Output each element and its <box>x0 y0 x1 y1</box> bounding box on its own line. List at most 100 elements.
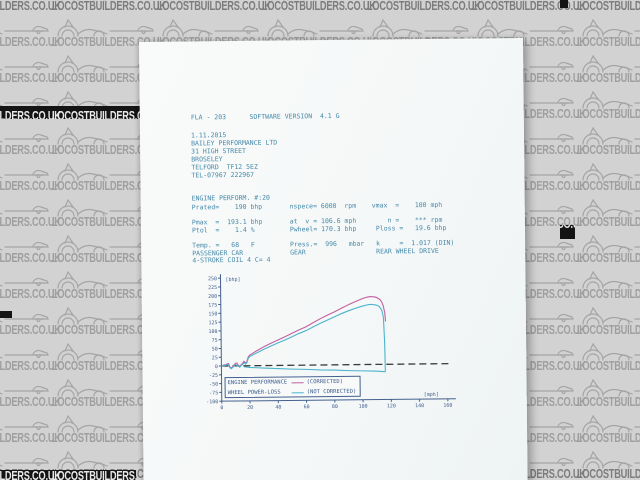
y-tick-label: 125 <box>208 320 217 326</box>
locost-kit-car-logo-icon <box>0 169 49 179</box>
watermark-text: LOCOSTBUILDERS.CO.UK <box>0 431 61 445</box>
locost-kit-car-logo-icon <box>582 271 640 289</box>
watermark-text: LOCOSTBUILDERS.CO.UK <box>577 35 640 49</box>
watermark-tile: LOCOSTBUILDERS.CO.UK <box>577 235 640 271</box>
locost-kit-car-logo-icon <box>582 235 640 253</box>
x-tick-label: 100 <box>359 404 368 410</box>
watermark-inverted-accent <box>560 0 568 8</box>
y-tick-label: -100 <box>206 399 218 405</box>
y-tick-label: 250 <box>208 276 217 282</box>
watermark-text: LOCOSTBUILDERS.CO.UK <box>52 287 166 301</box>
watermark-inverted-accent: LOCOSTBUILDERS.CO.UKLOCOSTBUILDERS.CO.UK… <box>0 470 136 480</box>
legend-qualifier: (CORRECTED) <box>306 378 344 386</box>
series-line-0 <box>221 296 387 369</box>
watermark-text: LOCOSTBUILDERS.CO.UK <box>0 359 61 373</box>
watermark-text: LOCOSTBUILDERS.CO.UK <box>52 0 166 13</box>
watermark-text: LOCOSTBUILDERS.CO.UK <box>52 215 166 229</box>
watermark-text: LOCOSTBUILDERS.CO.UK <box>52 71 166 85</box>
watermark-inverted-accent: LOCOSTBUILDERS.CO.UKLOCOSTBUILDERS.CO.UK… <box>560 225 575 239</box>
locost-kit-car-logo-icon <box>0 277 49 287</box>
legend-qualifier: (NOT CORRECTED) <box>306 388 357 396</box>
watermark-tile: LOCOSTBUILDERS.CO.UK <box>577 199 640 235</box>
watermark-tile: LOCOSTBUILDERS.CO.UK <box>52 271 166 307</box>
watermark-tile: LOCOSTBUILDERS.CO.UK <box>472 0 586 19</box>
y-tick-label: 0 <box>215 364 218 370</box>
watermark-text: LOCOSTBUILDERS.CO.UK <box>577 323 640 337</box>
locost-kit-car-logo-icon <box>0 97 49 107</box>
x-tick-label: 140 <box>415 403 424 409</box>
y-tick-label: -25 <box>209 373 218 379</box>
watermark-text: LOCOSTBUILDERS.CO.UK <box>52 143 166 157</box>
company-address-block: 1.11.2015 BAILEY PERFORMANCE LTD 31 HIGH S… <box>191 131 278 180</box>
watermark-text: LOCOSTBUILDERS.CO.UK <box>52 179 166 193</box>
locost-kit-car-logo-icon <box>0 205 49 215</box>
watermark-text: LOCOSTBUILDERS.CO.UK <box>577 179 640 193</box>
watermark-text: LOCOSTBUILDERS.CO.UK <box>157 0 271 13</box>
y-tick-label: 225 <box>208 285 217 291</box>
locost-kit-car-logo-icon <box>267 19 364 37</box>
watermark-text: LOCOSTBUILDERS.CO.UK <box>0 287 61 301</box>
y-axis <box>219 274 223 402</box>
locost-kit-car-logo-icon <box>0 421 49 431</box>
watermark-text: LOCOSTBUILDERS.CO.UK <box>577 251 640 265</box>
watermark-tile: LOCOSTBUILDERS.CO.UK <box>577 0 640 19</box>
watermark-text: LOCOSTBUILDERS.CO.UK <box>52 251 166 265</box>
locost-kit-car-logo-icon <box>582 127 640 145</box>
legend-series-label: ENGINE PERFORMANCE <box>227 379 288 387</box>
zero-dashed-line <box>221 362 452 367</box>
y-tick-label: 150 <box>208 311 217 317</box>
watermark-tile: LOCOSTBUILDERS.CO.UK <box>577 415 640 451</box>
watermark-tile: LOCOSTBUILDERS.CO.UK <box>262 0 376 19</box>
watermark-text: LOCOSTBUILDERS.CO.UK <box>0 179 61 193</box>
series-line-2 <box>243 366 386 373</box>
watermark-text: LOCOSTBUILDERS.CO.UK <box>0 0 61 13</box>
series-line-1 <box>221 303 386 372</box>
watermark-text: LOCOSTBUILDERS.CO.UK <box>262 0 376 13</box>
dyno-chart-plot: 2502252001751501251007550250-25-50-75-10… <box>206 274 456 411</box>
watermark-text: LOCOSTBUILDERS.CO.UK <box>0 71 61 85</box>
watermark-text: LOCOSTBUILDERS.CO.UK <box>577 215 640 229</box>
x-tick-label: 120 <box>387 403 396 409</box>
watermark-tile: LOCOSTBUILDERS.CO.UK <box>52 415 166 451</box>
locost-kit-car-logo-icon <box>57 19 154 37</box>
watermark-tile: LOCOSTBUILDERS.CO.UK <box>52 379 166 415</box>
watermark-text: LOCOSTBUILDERS.CO.UK <box>367 0 481 13</box>
watermark-text: LOCOSTBUILDERS.CO.UK <box>577 431 640 445</box>
watermark-tile: LOCOSTBUILDERS.CO.UK <box>0 55 61 91</box>
watermark-text: LOCOSTBUILDERS.CO.UK <box>52 109 141 119</box>
x-tick-label: 40 <box>275 405 281 411</box>
watermark-tile: LOCOSTBUILDERS.CO.UK <box>0 127 61 163</box>
watermark-tile: LOCOSTBUILDERS.CO.UK <box>0 0 61 19</box>
watermark-tile: LOCOSTBUILDERS.CO.UK <box>157 0 271 19</box>
watermark-tile: LOCOSTBUILDERS.CO.UK <box>0 235 61 271</box>
legend-row-wheel-power: WHEEL POWER-LOSS (NOT CORRECTED) <box>228 387 358 398</box>
watermark-tile: LOCOSTBUILDERS.CO.UK <box>0 415 61 451</box>
watermark-tile: LOCOSTBUILDERS.CO.UK <box>577 163 640 199</box>
watermark-tile: LOCOSTBUILDERS.CO.UK <box>52 0 166 19</box>
locost-kit-car-logo-icon <box>162 19 259 37</box>
watermark-tile: LOCOSTBUILDERS.CO.UK <box>577 127 640 163</box>
watermark-text: LOCOSTBUILDERS.CO.UK <box>577 71 640 85</box>
watermark-text: LOCOSTBUILDERS.CO.UK <box>577 287 640 301</box>
y-tick-label: 200 <box>208 294 217 300</box>
watermark-text: LOCOSTBUILDERS.CO.UK <box>0 395 61 409</box>
locost-kit-car-logo-icon <box>0 349 49 359</box>
watermark-tile: LOCOSTBUILDERS.CO.UK <box>0 271 61 307</box>
legend-series-label: WHEEL POWER-LOSS <box>227 389 281 397</box>
address-line: TEL-07967 222967 <box>191 170 255 180</box>
watermark-tile: LOCOSTBUILDERS.CO.UK <box>577 451 640 480</box>
watermark-text: LOCOSTBUILDERS.CO.UK <box>52 431 166 445</box>
y-tick-label: 175 <box>208 303 217 309</box>
watermark-text: LOCOSTBUILDERS.CO.UK <box>52 359 166 373</box>
performance-parameters-block: Prated= 190 bhp nspece= 6000 rpm vmax = … <box>192 201 455 265</box>
locost-kit-car-logo-icon <box>477 19 574 37</box>
watermark-text: LOCOSTBUILDERS.CO.UK <box>0 35 61 49</box>
locost-kit-car-logo-icon <box>582 415 640 433</box>
locost-kit-car-logo-icon <box>582 451 640 469</box>
locost-kit-car-logo-icon <box>582 199 640 217</box>
locost-kit-car-logo-icon <box>0 133 49 143</box>
watermark-text: LOCOSTBUILDERS.CO.UK <box>0 323 61 337</box>
power-vs-speed-chart: 250 225 200 175 150 125 100 75 50 25 0 -25 -50 -75 -10… <box>197 262 539 422</box>
x-axis-unit-label: [mph] <box>424 392 439 398</box>
watermark-inverted-accent: LOCOSTBUILDERS.CO.UKLOCOSTBUILDERS.CO.UK… <box>0 106 141 119</box>
